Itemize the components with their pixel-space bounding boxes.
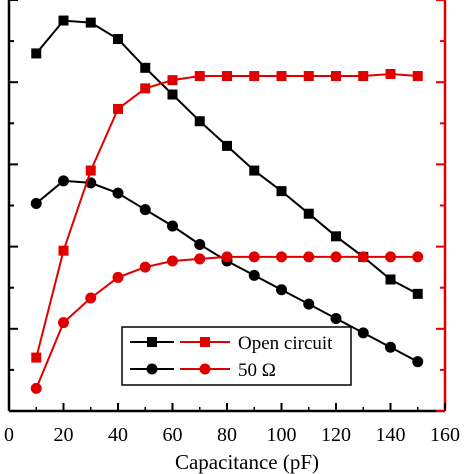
x-tick-label: 40 (108, 424, 128, 446)
x-tick-label: 120 (321, 424, 351, 446)
x-tick-label: 60 (163, 424, 183, 446)
data-point (303, 298, 315, 310)
legend-marker-black (146, 363, 158, 375)
legend-label: Open circuit (238, 333, 333, 354)
data-point (139, 261, 151, 273)
legend-marker-black (147, 337, 157, 347)
data-point (276, 284, 287, 296)
data-point (113, 34, 123, 45)
legend-entry-0: Open circuit (130, 333, 333, 354)
data-point (357, 327, 369, 339)
data-point (58, 15, 69, 26)
data-point (385, 251, 396, 263)
legend-entry-1: 50 Ω (130, 360, 276, 381)
data-point (30, 382, 42, 394)
data-point (303, 251, 315, 263)
data-point (276, 186, 287, 197)
data-point (303, 71, 314, 82)
data-point (357, 251, 369, 263)
data-point (31, 352, 42, 363)
data-point (194, 239, 206, 251)
data-point (112, 271, 124, 283)
data-point (303, 208, 314, 219)
data-point (58, 175, 69, 187)
series-3 (30, 251, 424, 394)
data-point (412, 71, 423, 82)
x-tick-label: 160 (430, 424, 460, 446)
data-point (58, 317, 69, 329)
data-point (412, 288, 423, 299)
data-point (112, 187, 124, 199)
series-2 (31, 68, 423, 363)
x-tick-label: 80 (217, 424, 237, 446)
data-point (194, 116, 205, 127)
data-point (139, 204, 151, 216)
data-point (385, 68, 396, 79)
data-point (194, 71, 205, 82)
data-point (248, 251, 260, 263)
data-point (167, 220, 178, 232)
data-point (249, 165, 260, 176)
data-point (412, 251, 424, 263)
data-point (330, 251, 342, 263)
data-point (167, 89, 178, 100)
data-point (140, 83, 151, 94)
data-point (385, 274, 396, 285)
data-point (167, 75, 178, 86)
data-point (221, 251, 233, 263)
data-point (330, 313, 342, 325)
x-tick-label: 100 (267, 424, 297, 446)
data-point (276, 71, 287, 82)
legend-box (121, 326, 352, 386)
x-tick-label: 20 (54, 424, 74, 446)
series-layer (30, 15, 424, 394)
x-tick-label: 0 (4, 424, 14, 446)
x-tick-label: 140 (376, 424, 406, 446)
data-point (58, 245, 69, 256)
data-point (385, 341, 396, 353)
data-point (248, 269, 260, 281)
data-point (358, 71, 369, 82)
axes-layer: 0 20 40 60 80 100 120 140 160 (4, 0, 460, 446)
series-line (35, 72, 418, 358)
data-point (31, 48, 42, 59)
x-axis-label: Capacitance (pF) (175, 450, 319, 474)
data-point (276, 251, 287, 263)
data-point (113, 103, 123, 114)
data-point (85, 165, 96, 176)
data-point (331, 231, 341, 242)
data-point (331, 71, 341, 82)
data-point (85, 17, 96, 28)
data-point (194, 253, 206, 265)
data-point (249, 71, 260, 82)
data-point (222, 71, 232, 82)
legend: Open circuit 50 Ω (121, 326, 352, 386)
legend-marker-red (199, 363, 211, 375)
data-point (412, 356, 424, 368)
data-point (85, 292, 97, 304)
data-point (222, 140, 232, 151)
legend-marker-red (200, 337, 210, 347)
data-point (140, 62, 151, 73)
legend-label: 50 Ω (238, 360, 276, 381)
data-point (167, 255, 178, 267)
data-point (30, 197, 42, 209)
